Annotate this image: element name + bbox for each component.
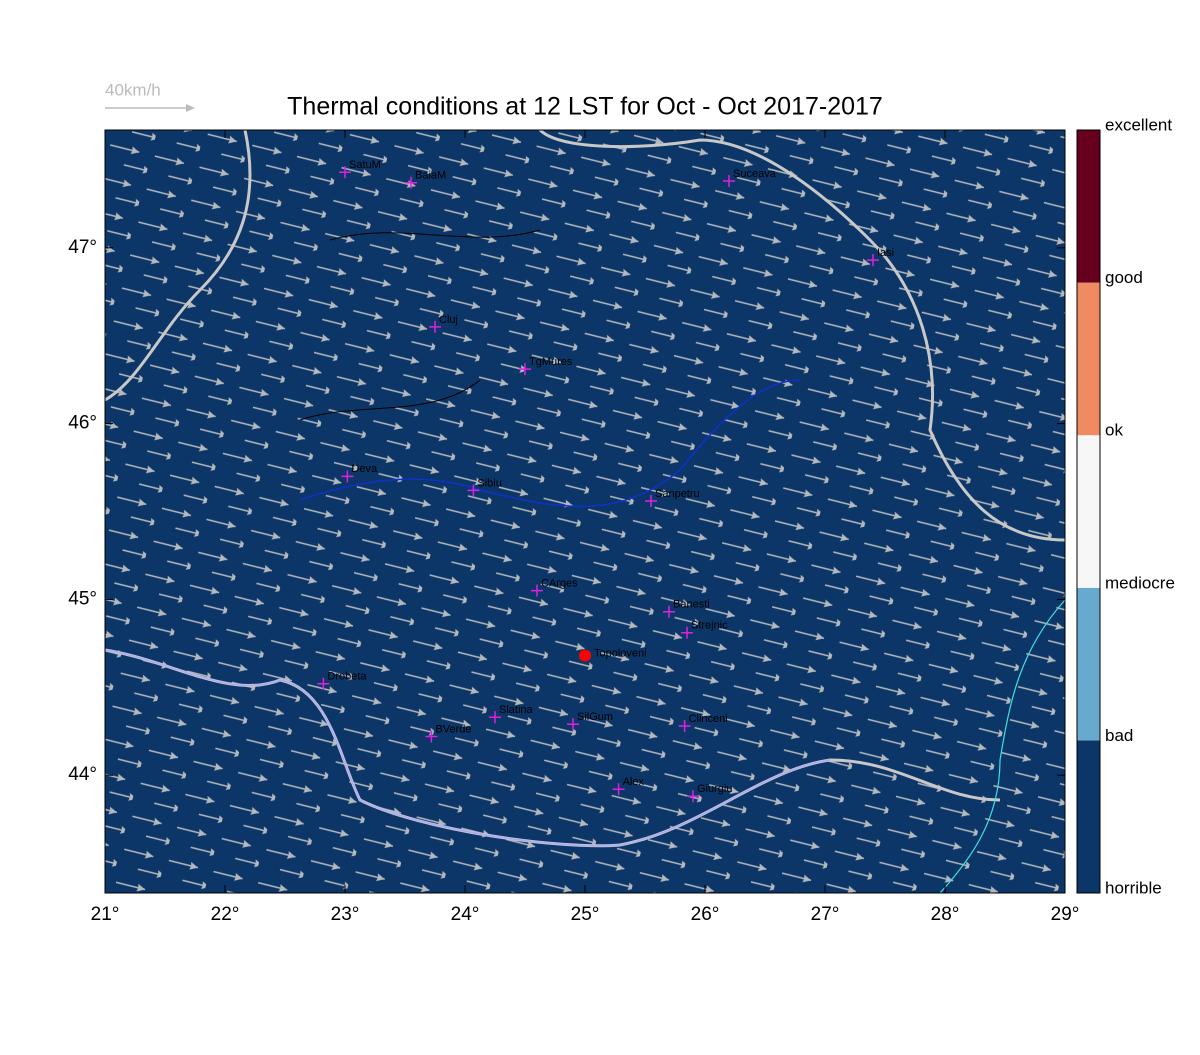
station-label: CArges (541, 578, 578, 590)
station-label: SilGum (577, 711, 613, 723)
y-tick-label: 47° (68, 237, 97, 258)
station-marker (467, 484, 480, 497)
coastline (939, 599, 1065, 893)
station-label: Sanpetru (655, 488, 700, 500)
border (538, 130, 1065, 542)
x-tick-label: 26° (691, 904, 720, 925)
station-marker (405, 176, 417, 189)
station-marker (645, 494, 657, 507)
station-marker (687, 790, 699, 803)
colorbar-segment (1077, 130, 1100, 283)
wind-arrows (105, 130, 1065, 893)
station-label: Alex (623, 776, 645, 788)
x-tick-label: 22° (211, 904, 240, 925)
colorbar-label: bad (1105, 726, 1133, 745)
border (105, 130, 252, 402)
station-marker (341, 470, 354, 483)
river-danube (105, 649, 831, 847)
colorbar-label: ok (1105, 421, 1123, 440)
highlight-label: Topoloveni (594, 648, 647, 660)
station-marker (612, 783, 625, 796)
station-label: Drobeta (327, 671, 367, 683)
colorbar-label: mediocre (1105, 573, 1175, 592)
x-tick-label: 27° (811, 904, 840, 925)
highlight-marker (579, 649, 591, 662)
x-tick-label: 29° (1051, 904, 1080, 925)
station-marker (867, 254, 879, 267)
station-label: Sibiu (477, 477, 501, 489)
colorbar-segment (1077, 435, 1100, 588)
station-marker (519, 363, 531, 376)
station-label: Slatina (499, 704, 534, 716)
station-marker (681, 626, 693, 639)
colorbar-segment (1077, 740, 1100, 893)
x-tick-label: 21° (91, 904, 120, 925)
x-tick-label: 28° (931, 904, 960, 925)
colorbar-segment (1077, 587, 1100, 741)
scale-label: 40km/h (105, 80, 161, 99)
station-label: Clinceni (689, 713, 728, 725)
x-tick-label: 25° (571, 904, 600, 925)
x-tick-label: 23° (331, 904, 360, 925)
y-tick-label: 45° (68, 588, 97, 609)
colorbar-segment (1077, 282, 1100, 436)
station-marker (425, 730, 438, 743)
y-tick-label: 46° (68, 413, 97, 434)
station-label: BVerde (435, 723, 471, 735)
station-label: SatuM (349, 159, 381, 171)
scale-arrow-head (186, 104, 195, 112)
map-layers (105, 130, 1065, 893)
station-marker (317, 677, 330, 690)
station-marker (663, 605, 675, 618)
river (299, 379, 801, 508)
station-label: Suceava (733, 168, 777, 180)
station-label: Banesti (673, 599, 710, 611)
station-label: Strejnic (691, 620, 728, 632)
station-marker (567, 718, 579, 731)
station-marker (489, 711, 501, 724)
station-marker (531, 584, 543, 597)
station-marker (723, 174, 735, 187)
station-marker (429, 320, 441, 333)
station-label: TgMures (529, 356, 573, 368)
map-title: Thermal conditions at 12 LST for Oct - O… (287, 93, 883, 121)
station-marker (678, 719, 691, 732)
colorbar-label: horrible (1105, 878, 1162, 897)
colorbar-label: good (1105, 268, 1143, 287)
station-label: Deva (351, 463, 378, 475)
station-label: Giurgiu (697, 783, 732, 795)
colorbar-label: excellent (1105, 115, 1172, 134)
station-label: Iasi (877, 247, 894, 259)
colorbar-frame (1076, 129, 1101, 894)
y-tick-label: 44° (68, 764, 97, 785)
station-marker (339, 166, 351, 179)
station-label: Cluj (439, 314, 458, 326)
station-label: BaiaM (415, 170, 446, 182)
x-tick-label: 24° (451, 904, 480, 925)
contour (299, 229, 541, 421)
